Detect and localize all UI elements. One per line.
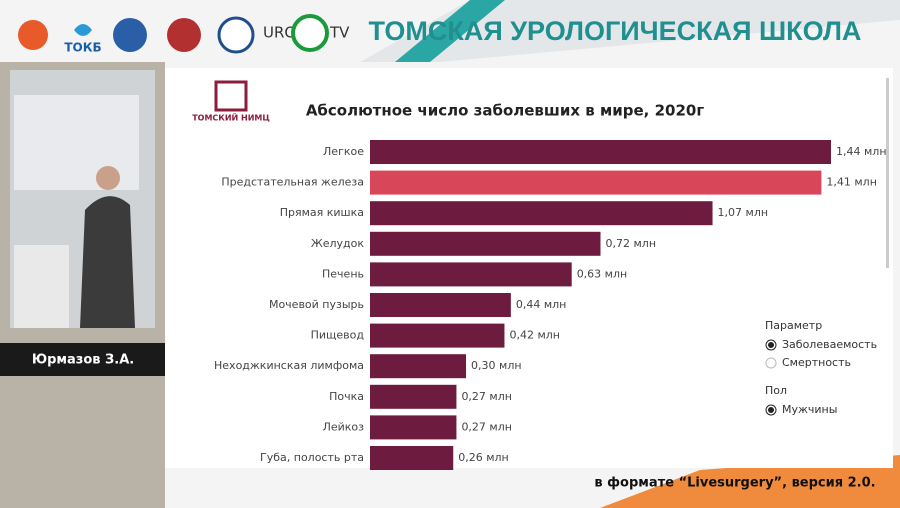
bar [370,384,457,409]
scrollbar [886,78,889,268]
header-title: ТОМСКАЯ УРОЛОГИЧЕСКАЯ ШКОЛА [369,16,862,46]
bar [370,170,822,195]
logo-round [167,18,201,52]
category-label: Желудок [311,237,364,250]
value-label: 1,44 млн [836,145,887,158]
value-label: 0,42 млн [509,329,560,342]
logo-round [113,18,147,52]
value-label: 0,27 млн [461,420,512,433]
radio [765,357,777,369]
filter-option: Мужчины [782,403,837,416]
filter-option: Заболеваемость [782,338,877,351]
filter-title: Пол [765,384,787,397]
value-label: 1,41 млн [826,176,877,189]
filters: Параметр Заболеваемость Смертность Пол Мужчи… [765,319,877,416]
header-accent [395,0,505,62]
footer-swoosh [600,455,900,508]
video-slide [14,95,139,190]
category-label: Губа, полость рта [260,451,364,464]
category-label: Пищевод [311,329,365,342]
value-label: 0,27 млн [461,390,512,403]
category-label: Легкое [323,145,364,158]
logo-icon [18,20,48,50]
radio-dot [768,342,774,348]
speaker-bar [0,343,165,376]
category-label: Мочевой пузырь [269,298,364,311]
category-label: Лейкоз [323,420,365,433]
video-podium [14,245,69,328]
bar [370,231,601,256]
logo-uro: URO [263,24,296,42]
bar [370,323,505,348]
category-label: Прямая кишка [280,206,364,219]
speaker-name: Юрмазов З.А. [32,353,134,368]
logo-e [291,14,329,52]
bar [370,293,511,317]
logo-round [217,16,255,54]
logo-mark [214,80,248,112]
value-label: 0,63 млн [577,267,628,280]
category-label: Печень [322,267,364,280]
video-head [96,166,120,190]
category-label: Предстательная железа [221,176,364,189]
footer-text: в формате “Livesurgery”, версия 2.0. [594,476,875,491]
value-label: 0,44 млн [516,298,567,311]
bar [370,446,454,470]
logo-tv: TV [329,24,350,42]
radio-dot [768,407,774,413]
bar [370,140,831,164]
logo-text: ТОМСКИЙ НИМЦ [192,112,270,123]
logo-heart [74,24,92,36]
bar [370,201,713,226]
bar [370,415,457,440]
value-label: 0,72 млн [606,237,657,250]
logo-tokb: ТОКБ [64,41,101,55]
value-label: 1,07 млн [718,206,769,219]
filter-title: Параметр [765,319,822,332]
header-band [360,0,900,62]
value-label: 0,26 млн [458,451,509,464]
category-label: Неходжкинская лимфома [214,359,364,372]
filter-option: Смертность [782,356,851,369]
chart-title: Абсолютное число заболевших в мире, 2020… [306,102,704,120]
plot: Легкое 1,44 млн Предстательная железа 1,41 … [214,140,887,470]
video-person [80,196,135,328]
value-label: 0,30 млн [471,359,522,372]
bar [370,354,467,379]
category-label: Почка [329,390,364,403]
bar [370,262,572,287]
